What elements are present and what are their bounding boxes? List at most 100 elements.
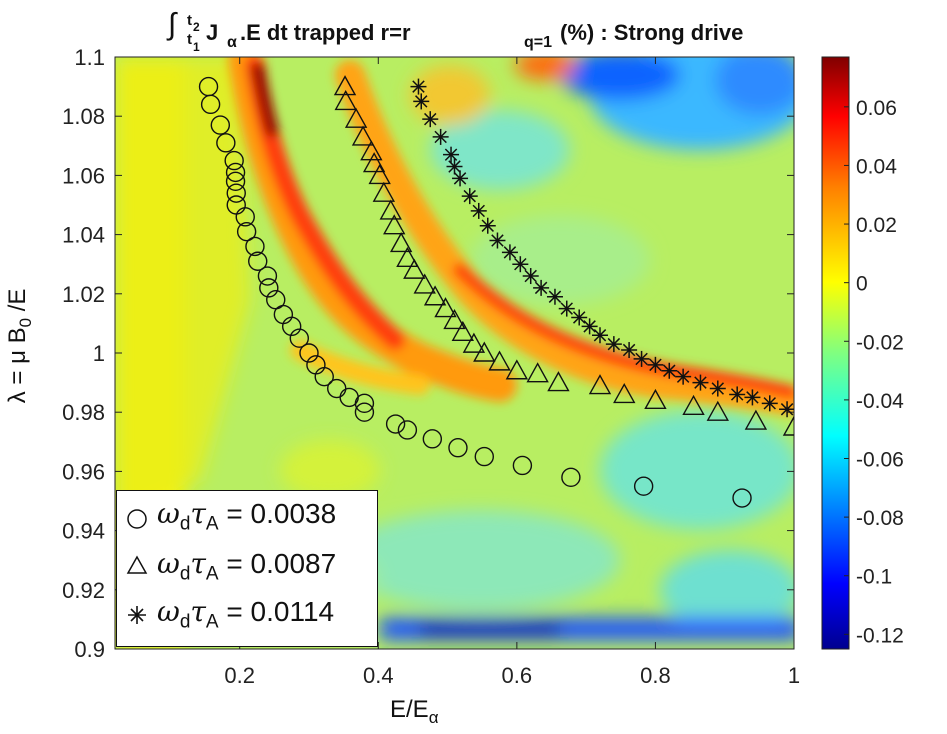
asterisk-marker	[761, 395, 778, 412]
circle-marker	[561, 467, 581, 488]
asterisk-stroke	[444, 148, 458, 161]
circle-marker	[245, 236, 265, 257]
colorbar-tick-label: 0.04	[856, 155, 897, 178]
legend-entry-asterisk: ωdτA = 0.0114	[157, 595, 334, 634]
asterisk-marker	[621, 342, 638, 359]
circle-marker	[299, 343, 319, 363]
legend-circle-marker	[127, 509, 147, 529]
circle-marker	[289, 328, 309, 348]
asterisk-stroke	[481, 219, 494, 232]
asterisk-stroke	[711, 382, 725, 395]
asterisk-marker	[489, 232, 506, 249]
asterisk-marker	[446, 158, 463, 175]
asterisk-marker	[581, 318, 598, 335]
triangle-marker	[362, 152, 386, 173]
circle-marker	[225, 162, 246, 183]
circle-marker	[226, 183, 246, 203]
circle-marker	[216, 133, 236, 153]
y-tick-label: 1.04	[62, 223, 105, 248]
circle-marker	[224, 150, 244, 171]
triangle-marker	[333, 75, 357, 96]
triangle-marker	[383, 214, 406, 235]
triangle-marker	[344, 107, 368, 128]
circle-marker	[235, 207, 255, 227]
triangle-marker	[451, 320, 475, 341]
asterisk-marker	[422, 111, 439, 128]
asterisk-marker	[692, 374, 709, 391]
legend-entry-circle: ωdτA = 0.0038	[157, 497, 336, 536]
title-lower-limit: t	[187, 31, 192, 48]
legend-tau: τ	[190, 595, 206, 628]
asterisk-stroke	[622, 343, 636, 357]
legend-sub-d: d	[179, 563, 191, 585]
legend-sub-a: A	[205, 563, 219, 585]
circle-marker	[354, 393, 375, 414]
asterisk-stroke	[593, 329, 607, 342]
triangle-marker	[443, 308, 466, 330]
asterisk-stroke	[434, 130, 447, 144]
triangle-marker	[547, 371, 570, 392]
triangle-marker	[588, 374, 612, 395]
x-tick-label: 0.8	[640, 663, 671, 688]
asterisk-stroke	[534, 281, 548, 295]
x-label-main: E/E	[390, 696, 429, 723]
legend-tau: τ	[190, 497, 206, 530]
y-label-suffix: /E	[4, 288, 32, 318]
title-body-part1: J	[206, 20, 219, 45]
asterisk-marker	[661, 362, 678, 379]
triangle-marker	[403, 258, 426, 279]
heatmap-field	[115, 57, 794, 649]
circle-marker	[385, 414, 406, 434]
asterisk-stroke	[583, 320, 596, 333]
asterisk-marker	[461, 188, 478, 205]
asterisk-stroke	[514, 257, 527, 271]
asterisk-marker	[512, 256, 529, 273]
asterisk-stroke	[694, 376, 707, 389]
title-integral-sign: ∫	[168, 8, 177, 41]
triangle-marker	[413, 273, 436, 294]
asterisk-stroke	[635, 352, 648, 366]
asterisk-marker	[633, 350, 650, 367]
x-label-sub: α	[428, 707, 439, 727]
legend-value: = 0.0038	[218, 498, 337, 529]
colorbar-tick-label: -0.1	[856, 566, 892, 589]
asterisk-stroke	[503, 246, 517, 259]
asterisk-marker	[709, 380, 726, 397]
legend-triangle-marker	[126, 555, 148, 574]
circle-marker	[732, 488, 752, 508]
asterisk-marker	[413, 93, 430, 110]
circle-marker	[397, 420, 418, 440]
triangle-marker	[644, 388, 667, 410]
asterisk-stroke	[453, 172, 467, 185]
asterisk-marker	[452, 170, 469, 187]
asterisk-marker	[675, 368, 692, 385]
circle-marker	[422, 429, 443, 449]
circle-marker	[225, 171, 246, 192]
y-label-prefix: λ = μ B	[4, 327, 32, 404]
title-sub-q: q=1	[524, 34, 553, 51]
asterisk-stroke	[780, 403, 794, 416]
title-lower-limit-sub: 1	[193, 40, 200, 54]
y-tick-label: 0.92	[62, 578, 105, 603]
asterisk-stroke	[548, 290, 562, 303]
asterisk-stroke	[746, 391, 759, 404]
x-tick-label: 0.4	[363, 663, 394, 688]
title-upper-limit: t	[187, 12, 192, 29]
triangle-marker	[505, 359, 529, 380]
circle-marker	[259, 278, 279, 298]
asterisk-stroke	[730, 388, 744, 401]
triangle-marker	[488, 350, 511, 371]
legend-sub-d: d	[179, 611, 191, 633]
x-tick-label: 0.2	[224, 663, 255, 688]
asterisk-stroke	[649, 358, 662, 372]
triangle-marker	[351, 125, 375, 146]
y-tick-label: 0.9	[74, 637, 105, 662]
circle-marker	[248, 251, 268, 271]
legend-omega: ω	[157, 595, 180, 628]
y-tick-label: 1	[93, 341, 105, 366]
series-markers	[198, 75, 794, 508]
title-body-part2: .E dt trapped r=r	[240, 20, 411, 45]
asterisk-stroke	[463, 189, 476, 203]
legend-sub-a: A	[205, 513, 219, 535]
